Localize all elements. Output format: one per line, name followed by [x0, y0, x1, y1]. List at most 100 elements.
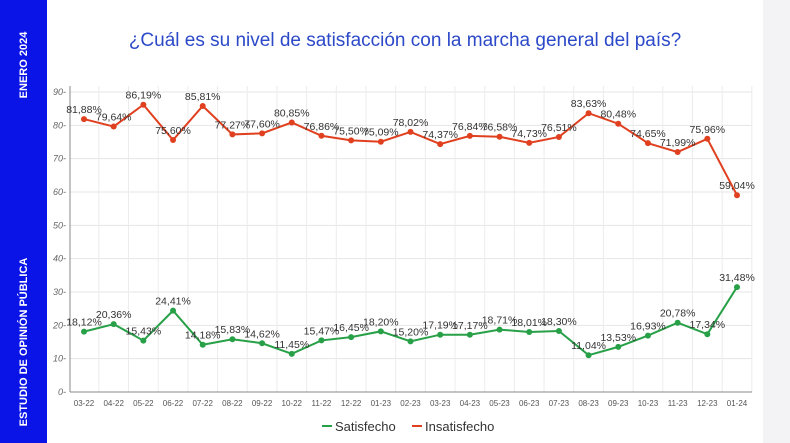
data-label-satisfecho: 16,45% [333, 322, 369, 334]
data-point-insatisfecho [615, 120, 622, 127]
x-tick-label: 02-23 [400, 399, 421, 408]
x-tick-label: 08-23 [578, 399, 599, 408]
data-point-insatisfecho [140, 101, 147, 108]
data-point-satisfecho [437, 331, 444, 338]
data-label-satisfecho: 17,17% [452, 320, 488, 332]
data-point-satisfecho [288, 350, 295, 357]
data-label-insatisfecho: 80,48% [600, 109, 636, 121]
data-label-satisfecho: 20,78% [660, 308, 696, 320]
data-label-satisfecho: 16,93% [630, 321, 666, 333]
data-point-satisfecho [466, 331, 473, 338]
data-label-satisfecho: 11,45% [274, 339, 309, 351]
x-tick-label: 03-22 [74, 399, 95, 408]
data-label-satisfecho: 15,20% [393, 326, 429, 338]
data-label-insatisfecho: 75,09% [363, 127, 399, 139]
x-tick-label: 04-22 [103, 399, 124, 408]
data-label-insatisfecho: 59,04% [719, 180, 755, 192]
x-tick-label: 09-23 [608, 399, 629, 408]
data-label-insatisfecho: 79,64% [96, 112, 132, 124]
data-label-satisfecho: 15,83% [215, 324, 251, 336]
data-point-insatisfecho [407, 128, 414, 135]
x-tick-label: 11-23 [668, 399, 688, 408]
y-tick-label: 40- [53, 254, 66, 264]
data-label-satisfecho: 17,19% [422, 320, 458, 332]
data-point-satisfecho [259, 340, 266, 347]
data-point-satisfecho [674, 319, 681, 326]
data-label-satisfecho: 18,01% [511, 317, 547, 329]
x-tick-label: 04-23 [460, 399, 481, 408]
data-point-satisfecho [318, 337, 325, 344]
data-point-satisfecho [81, 328, 87, 335]
data-label-insatisfecho: 74,73% [511, 128, 547, 140]
y-tick-label: 80- [53, 120, 66, 130]
data-point-insatisfecho [348, 137, 355, 144]
data-point-insatisfecho [288, 119, 295, 126]
data-point-satisfecho [407, 338, 414, 345]
data-point-satisfecho [140, 337, 147, 344]
data-label-insatisfecho: 77,27% [215, 119, 251, 131]
legend-label-insatisfecho: Insatisfecho [425, 419, 494, 434]
data-label-satisfecho: 17,34% [690, 319, 726, 331]
data-point-insatisfecho [377, 138, 384, 145]
data-point-satisfecho [377, 328, 384, 335]
data-label-satisfecho: 15,47% [304, 325, 340, 337]
data-label-insatisfecho: 77,60% [244, 118, 280, 130]
x-tick-label: 06-22 [163, 399, 184, 408]
data-label-satisfecho: 18,71% [482, 315, 518, 327]
data-point-satisfecho [348, 334, 355, 341]
y-tick-label: 20- [52, 320, 66, 330]
data-label-satisfecho: 20,36% [96, 309, 132, 321]
x-tick-label: 11-22 [312, 399, 332, 408]
data-label-satisfecho: 14,18% [185, 330, 221, 342]
chart-title: ¿Cuál es su nivel de satisfacción con la… [128, 30, 682, 51]
sidebar: ENERO 2024 ESTUDIO DE OPINIÓN PÚBLICA [0, 0, 47, 443]
x-tick-label: 01-24 [727, 399, 748, 408]
data-point-insatisfecho [81, 116, 87, 123]
data-label-insatisfecho: 75,50% [333, 125, 369, 137]
data-label-insatisfecho: 76,58% [482, 122, 518, 134]
data-point-satisfecho [229, 336, 236, 343]
data-point-insatisfecho [170, 137, 177, 143]
data-label-insatisfecho: 71,99% [660, 137, 696, 149]
x-tick-label: 08-22 [222, 399, 243, 408]
y-tick-label: 50- [53, 220, 66, 230]
x-tick-label: 01-23 [371, 399, 392, 408]
y-tick-label: 70- [53, 154, 66, 164]
data-label-insatisfecho: 78,02% [393, 117, 429, 129]
data-point-satisfecho [704, 331, 711, 338]
x-tick-label: 12-23 [697, 399, 718, 408]
legend-label-satisfecho: Satisfecho [335, 419, 396, 434]
data-point-insatisfecho [555, 133, 562, 140]
data-point-insatisfecho [437, 141, 444, 148]
x-tick-label: 12-22 [341, 399, 362, 408]
data-label-insatisfecho: 76,84% [452, 121, 488, 133]
data-point-insatisfecho [199, 102, 206, 109]
data-point-insatisfecho [496, 133, 503, 140]
data-point-insatisfecho [704, 135, 711, 142]
data-point-satisfecho [585, 352, 592, 359]
data-label-insatisfecho: 75,60% [155, 125, 191, 137]
data-point-insatisfecho [229, 131, 236, 138]
data-point-insatisfecho [585, 110, 592, 117]
data-point-satisfecho [110, 321, 117, 328]
x-tick-label: 05-22 [133, 399, 154, 408]
data-label-insatisfecho: 80,85% [274, 108, 310, 120]
data-label-insatisfecho: 83,63% [571, 98, 607, 110]
y-tick-label: 10- [53, 354, 66, 364]
data-label-insatisfecho: 76,86% [304, 121, 340, 133]
x-tick-label: 07-22 [192, 399, 213, 408]
x-tick-label: 05-23 [489, 399, 510, 408]
data-label-satisfecho: 18,30% [541, 316, 577, 328]
chart-panel [47, 0, 763, 443]
y-tick-label: 60- [53, 187, 66, 197]
data-point-satisfecho [615, 343, 622, 350]
data-point-satisfecho [644, 332, 651, 339]
data-point-satisfecho [199, 341, 206, 348]
data-label-satisfecho: 31,48% [719, 272, 755, 284]
data-label-satisfecho: 18,12% [66, 317, 102, 329]
data-point-satisfecho [734, 284, 740, 291]
x-tick-label: 07-23 [549, 399, 570, 408]
data-point-satisfecho [526, 328, 533, 335]
data-point-insatisfecho [318, 132, 325, 139]
